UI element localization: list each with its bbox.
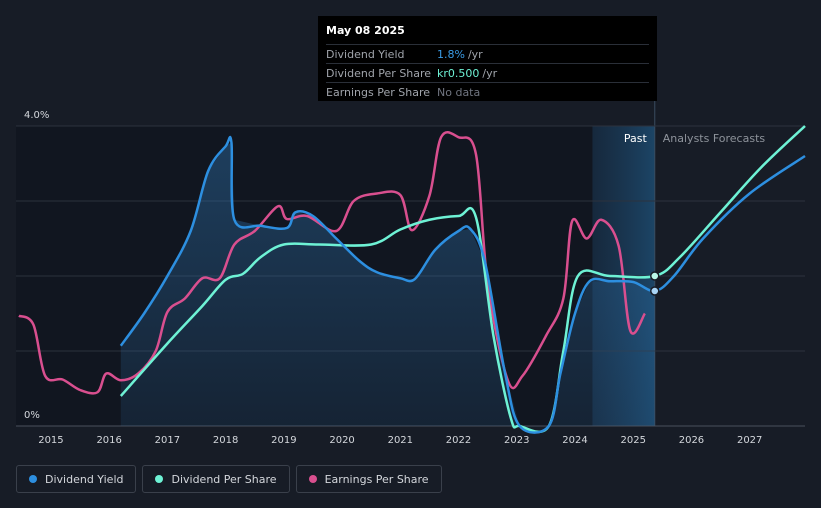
tooltip-unit: /yr bbox=[482, 66, 498, 80]
legend-dot-icon bbox=[308, 475, 317, 483]
tooltip: May 08 2025 Dividend Yield 1.8% /yr Divi… bbox=[318, 16, 657, 101]
earnings-per-share-line bbox=[18, 130, 646, 395]
legend-dot-icon bbox=[155, 475, 164, 483]
legend-item-dividend-yield[interactable]: Dividend Yield bbox=[16, 465, 137, 493]
tooltip-row-dividend-per-share: Dividend Per Share kr0.500 /yr bbox=[326, 63, 649, 82]
tooltip-label: Dividend Per Share bbox=[326, 66, 432, 80]
tooltip-row-dividend-yield: Dividend Yield 1.8% /yr bbox=[326, 44, 649, 63]
x-tick-label: 2022 bbox=[446, 435, 471, 446]
x-tick-label: 2027 bbox=[737, 435, 762, 446]
tooltip-label: Dividend Yield bbox=[326, 47, 405, 61]
legend-label: Dividend Per Share bbox=[171, 472, 277, 486]
dividend-yield-dot bbox=[650, 286, 660, 296]
x-tick-label: 2015 bbox=[38, 435, 63, 446]
tooltip-label: Earnings Per Share bbox=[326, 85, 431, 99]
x-tick-label: 2023 bbox=[504, 435, 529, 446]
x-tick-label: 2021 bbox=[388, 435, 413, 446]
tooltip-value: 1.8% bbox=[437, 47, 465, 61]
x-tick-label: 2019 bbox=[271, 435, 296, 446]
tooltip-date: May 08 2025 bbox=[326, 24, 405, 37]
tooltip-value: kr0.500 bbox=[437, 66, 480, 80]
x-tick-label: 2018 bbox=[213, 435, 238, 446]
tooltip-unit: /yr bbox=[467, 47, 483, 61]
dividend-yield-area bbox=[120, 142, 655, 426]
past-label: Past bbox=[624, 132, 648, 145]
y-tick-label: 0% bbox=[24, 410, 40, 421]
tooltip-row-earnings-per-share: Earnings Per Share No data bbox=[326, 82, 649, 101]
legend-label: Earnings Per Share bbox=[324, 472, 429, 486]
legend-dot-icon bbox=[29, 475, 37, 483]
tooltip-value: No data bbox=[437, 85, 481, 99]
x-tick-label: 2025 bbox=[620, 435, 645, 446]
dividend-yield-line bbox=[119, 135, 806, 434]
legend: Dividend Yield Dividend Per Share Earnin… bbox=[16, 465, 442, 493]
x-tick-label: 2017 bbox=[155, 435, 180, 446]
legend-item-dividend-per-share[interactable]: Dividend Per Share bbox=[142, 465, 290, 493]
x-tick-label: 2026 bbox=[679, 435, 704, 446]
x-tick-label: 2024 bbox=[562, 435, 587, 446]
legend-item-earnings-per-share[interactable]: Earnings Per Share bbox=[295, 465, 442, 493]
x-tick-label: 2020 bbox=[329, 435, 354, 446]
forecast-label: Analysts Forecasts bbox=[663, 132, 766, 145]
y-tick-label: 4.0% bbox=[24, 110, 49, 121]
dividend-per-share-dot bbox=[650, 271, 660, 281]
legend-label: Dividend Yield bbox=[45, 472, 124, 486]
x-tick-label: 2016 bbox=[96, 435, 121, 446]
